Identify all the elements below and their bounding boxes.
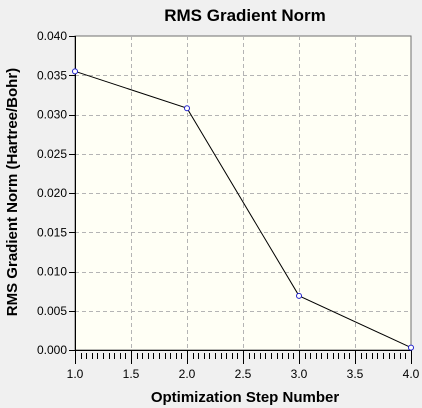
y-tick-label: 0.030 (37, 108, 67, 122)
x-tick-label: 4.0 (403, 367, 420, 381)
x-tick-label: 3.5 (347, 367, 364, 381)
x-tick-label: 1.5 (123, 367, 140, 381)
data-point (296, 292, 302, 299)
y-tick-label: 0.020 (37, 186, 67, 200)
series-line (74, 70, 412, 349)
y-tick-label: 0.025 (37, 147, 67, 161)
x-tick-label: 2.5 (235, 367, 252, 381)
x-axis-title: Optimization Step Number (151, 389, 340, 406)
y-tick-label: 0.010 (37, 265, 67, 279)
x-tick-label: 2.0 (179, 367, 196, 381)
y-tick-label: 0.015 (37, 225, 67, 239)
y-tick-label: 0.005 (37, 304, 67, 318)
y-axis-title: RMS Gradient Norm (Hartree/Bohr) (4, 68, 21, 316)
x-tick-label: 1.0 (67, 367, 84, 381)
y-tick-label: 0.040 (37, 29, 67, 43)
data-point (72, 68, 78, 75)
x-tick-label: 3.0 (291, 367, 308, 381)
series-layer (72, 68, 414, 351)
axes: 1.0 1.5 2.0 2.5 3.0 3.5 4.0 0.000 0.005 0.010 0.01… (37, 29, 420, 381)
y-tick-label: 0.035 (37, 68, 67, 82)
chart-title: RMS Gradient Norm (164, 6, 326, 25)
y-tick-label: 0.000 (37, 343, 67, 357)
grid (75, 36, 411, 350)
data-point (408, 344, 414, 351)
data-point (184, 105, 190, 112)
